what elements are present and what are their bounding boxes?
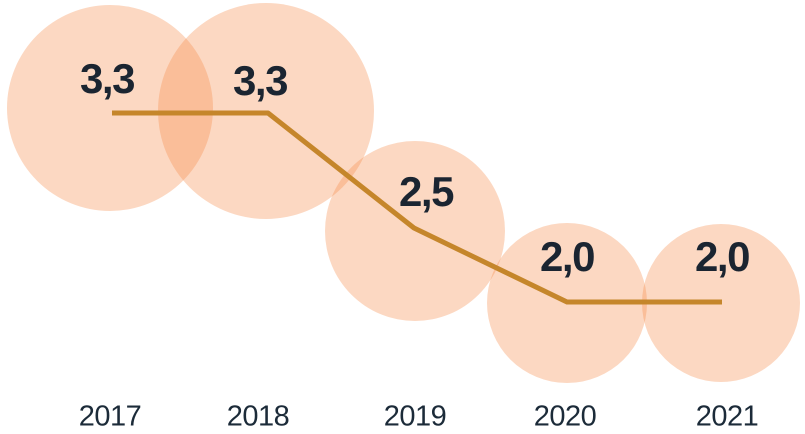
value-label-2017: 3,3	[80, 55, 135, 102]
bubble-2017	[7, 5, 213, 211]
x-axis-label-2020: 2020	[533, 400, 597, 433]
x-axis-label-2021: 2021	[695, 400, 759, 433]
value-label-2021: 2,0	[695, 233, 750, 280]
x-axis-label-2018: 2018	[226, 400, 290, 433]
value-label-2018: 3,3	[233, 57, 288, 104]
x-axis-label-2019: 2019	[383, 400, 447, 433]
value-label-2019: 2,5	[399, 168, 454, 215]
x-axis-label-2017: 2017	[78, 400, 142, 433]
value-label-2020: 2,0	[540, 233, 595, 280]
